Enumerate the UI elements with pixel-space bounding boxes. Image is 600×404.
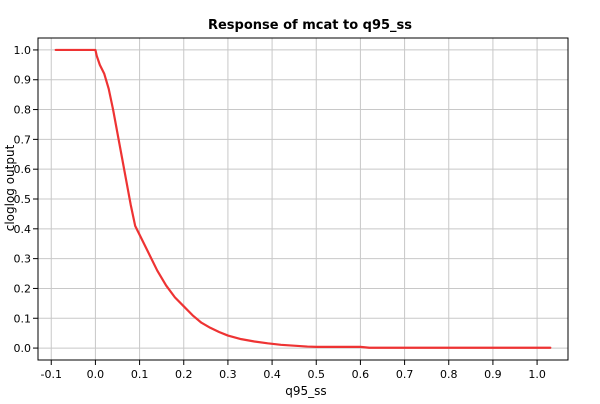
x-tick-label: 0.4 [263, 368, 281, 381]
y-tick-label: 0.8 [14, 104, 32, 117]
x-tick-label: 0.7 [396, 368, 414, 381]
y-tick-label: 0.6 [14, 163, 32, 176]
y-tick-label: 0.2 [14, 282, 32, 295]
x-tick-label: -0.1 [41, 368, 62, 381]
x-tick-label: 0.6 [352, 368, 370, 381]
y-tick-label: 0.5 [14, 193, 32, 206]
x-tick-label: 0.1 [131, 368, 149, 381]
y-tick-label: 0.0 [14, 342, 32, 355]
x-tick-label: 1.0 [528, 368, 546, 381]
y-tick-label: 0.3 [14, 253, 32, 266]
x-tick-label: 0.5 [308, 368, 326, 381]
x-axis-ticks: -0.1 0.0 0.1 0.2 0.3 0.4 0.5 0.6 0.7 0.8 0.9 1.0 [41, 360, 546, 381]
data-series [54, 48, 552, 349]
y-tick-label: 0.7 [14, 133, 32, 146]
y-axis-label: cloglog output [3, 144, 17, 231]
y-axis-ticks: 0.0 0.1 0.2 0.3 0.4 0.5 0.6 0.7 0.8 0.9 1.0 [14, 44, 38, 355]
x-tick-label: 0.0 [87, 368, 105, 381]
chart-title: Response of mcat to q95_ss [208, 18, 412, 33]
y-tick-label: 0.9 [14, 74, 32, 87]
y-tick-label: 1.0 [14, 44, 32, 57]
response-curve [54, 48, 552, 349]
y-tick-label: 0.4 [14, 223, 32, 236]
x-tick-label: 0.9 [484, 368, 502, 381]
x-tick-label: 0.8 [440, 368, 458, 381]
x-axis-label: q95_ss [285, 384, 326, 398]
x-tick-label: 0.3 [219, 368, 237, 381]
y-tick-label: 0.1 [14, 312, 32, 325]
x-tick-label: 0.2 [175, 368, 193, 381]
grid-lines [38, 38, 568, 360]
